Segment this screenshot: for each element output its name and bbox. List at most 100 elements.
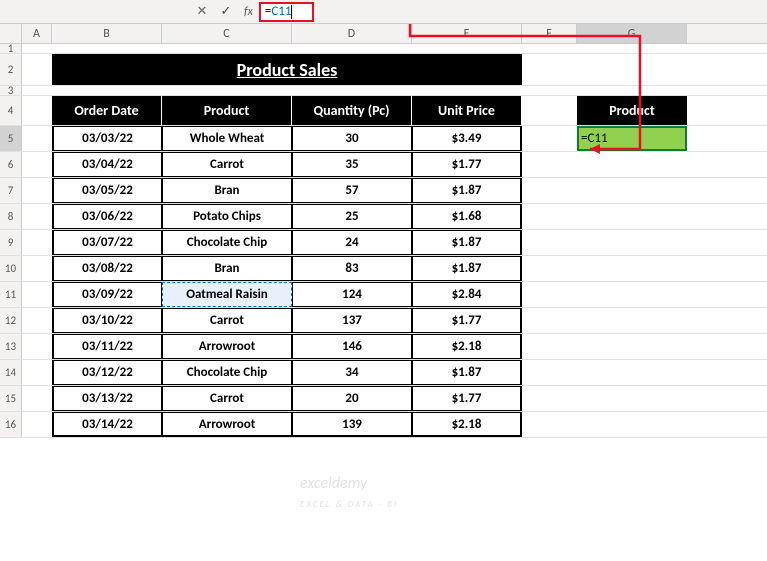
cell-e13[interactable]: $2.18 (412, 334, 522, 359)
select-all-corner[interactable] (0, 24, 22, 43)
row-header-6[interactable]: 6 (0, 152, 22, 177)
cell-c10[interactable]: Bran (162, 256, 292, 281)
col-header-e[interactable]: E (412, 24, 522, 43)
cell-g5-editing[interactable]: =C11 (577, 126, 687, 151)
cell-a3[interactable] (22, 86, 52, 95)
header-product[interactable]: Product (162, 96, 292, 125)
header-order-date[interactable]: Order Date (52, 96, 162, 125)
cell-e16[interactable]: $2.18 (412, 412, 522, 437)
cell-d6[interactable]: 35 (292, 152, 412, 177)
row-header-9[interactable]: 9 (0, 230, 22, 255)
row-header-4[interactable]: 4 (0, 96, 22, 125)
cell-b11[interactable]: 03/09/22 (52, 282, 162, 307)
cell-d16[interactable]: 139 (292, 412, 412, 437)
cell-c15[interactable]: Carrot (162, 386, 292, 411)
cell-a13[interactable] (22, 334, 52, 359)
cell-a1[interactable] (22, 44, 52, 53)
cell-d11[interactable]: 124 (292, 282, 412, 307)
cell-e8[interactable]: $1.68 (412, 204, 522, 229)
g-header-product[interactable]: Product (577, 96, 687, 125)
row-header-13[interactable]: 13 (0, 334, 22, 359)
cell-c13[interactable]: Arrowroot (162, 334, 292, 359)
cell-a4[interactable] (22, 96, 52, 125)
row-header-11[interactable]: 11 (0, 282, 22, 307)
row-header-2[interactable]: 2 (0, 54, 22, 85)
cell-b16[interactable]: 03/14/22 (52, 412, 162, 437)
cell-b15[interactable]: 03/13/22 (52, 386, 162, 411)
cell-e6[interactable]: $1.77 (412, 152, 522, 177)
row-header-14[interactable]: 14 (0, 360, 22, 385)
cell-c6[interactable]: Carrot (162, 152, 292, 177)
col-header-b[interactable]: B (52, 24, 162, 43)
row-header-8[interactable]: 8 (0, 204, 22, 229)
cell-b10[interactable]: 03/08/22 (52, 256, 162, 281)
cell-b8[interactable]: 03/06/22 (52, 204, 162, 229)
col-header-c[interactable]: C (162, 24, 292, 43)
row-header-7[interactable]: 7 (0, 178, 22, 203)
cell-d7[interactable]: 57 (292, 178, 412, 203)
cell-d12[interactable]: 137 (292, 308, 412, 333)
cell-a11[interactable] (22, 282, 52, 307)
cell-f4[interactable] (522, 96, 577, 125)
cell-d5[interactable]: 30 (292, 126, 412, 151)
cell-e15[interactable]: $1.77 (412, 386, 522, 411)
cell-d15[interactable]: 20 (292, 386, 412, 411)
row-header-16[interactable]: 16 (0, 412, 22, 437)
row-header-15[interactable]: 15 (0, 386, 22, 411)
cell-c11-referenced[interactable]: Oatmeal Raisin (162, 282, 292, 307)
cell-a10[interactable] (22, 256, 52, 281)
cell-a5[interactable] (22, 126, 52, 151)
cell-d10[interactable]: 83 (292, 256, 412, 281)
cell-f5[interactable] (522, 126, 577, 151)
cell-e7[interactable]: $1.87 (412, 178, 522, 203)
cancel-icon[interactable]: ✕ (190, 2, 214, 22)
cell-c12[interactable]: Carrot (162, 308, 292, 333)
cell-a6[interactable] (22, 152, 52, 177)
cell-e12[interactable]: $1.77 (412, 308, 522, 333)
cell-b14[interactable]: 03/12/22 (52, 360, 162, 385)
cell-e9[interactable]: $1.87 (412, 230, 522, 255)
cell-c7[interactable]: Bran (162, 178, 292, 203)
cell-e10[interactable]: $1.87 (412, 256, 522, 281)
fx-label[interactable]: fx (244, 5, 253, 19)
cell-e14[interactable]: $1.87 (412, 360, 522, 385)
cell-a7[interactable] (22, 178, 52, 203)
cell-c5[interactable]: Whole Wheat (162, 126, 292, 151)
cell-c8[interactable]: Potato Chips (162, 204, 292, 229)
formula-input[interactable]: =C11 (259, 2, 314, 22)
row-header-5[interactable]: 5 (0, 126, 22, 151)
cell-a9[interactable] (22, 230, 52, 255)
cell-e5[interactable]: $3.49 (412, 126, 522, 151)
header-unit-price[interactable]: Unit Price (412, 96, 522, 125)
title-banner[interactable]: Product Sales (52, 54, 522, 85)
cell-a15[interactable] (22, 386, 52, 411)
row-header-12[interactable]: 12 (0, 308, 22, 333)
cell-c9[interactable]: Chocolate Chip (162, 230, 292, 255)
col-header-a[interactable]: A (22, 24, 52, 43)
cell-d14[interactable]: 34 (292, 360, 412, 385)
accept-icon[interactable]: ✓ (214, 2, 238, 22)
row-header-3[interactable]: 3 (0, 86, 22, 95)
col-header-d[interactable]: D (292, 24, 412, 43)
cell-c16[interactable]: Arrowroot (162, 412, 292, 437)
cell-a14[interactable] (22, 360, 52, 385)
cell-a2[interactable] (22, 54, 52, 85)
cell-d13[interactable]: 146 (292, 334, 412, 359)
cell-b6[interactable]: 03/04/22 (52, 152, 162, 177)
cell-e11[interactable]: $2.84 (412, 282, 522, 307)
col-header-g[interactable]: G (577, 24, 687, 43)
cell-b13[interactable]: 03/11/22 (52, 334, 162, 359)
cell-c14[interactable]: Chocolate Chip (162, 360, 292, 385)
cell-b7[interactable]: 03/05/22 (52, 178, 162, 203)
header-quantity[interactable]: Quantity (Pc) (292, 96, 412, 125)
row-header-10[interactable]: 10 (0, 256, 22, 281)
cell-a16[interactable] (22, 412, 52, 437)
cell-b5[interactable]: 03/03/22 (52, 126, 162, 151)
cell-a12[interactable] (22, 308, 52, 333)
cell-d8[interactable]: 25 (292, 204, 412, 229)
cell-d9[interactable]: 24 (292, 230, 412, 255)
cell-b12[interactable]: 03/10/22 (52, 308, 162, 333)
cell-b9[interactable]: 03/07/22 (52, 230, 162, 255)
col-header-f[interactable]: F (522, 24, 577, 43)
row-header-1[interactable]: 1 (0, 44, 22, 53)
